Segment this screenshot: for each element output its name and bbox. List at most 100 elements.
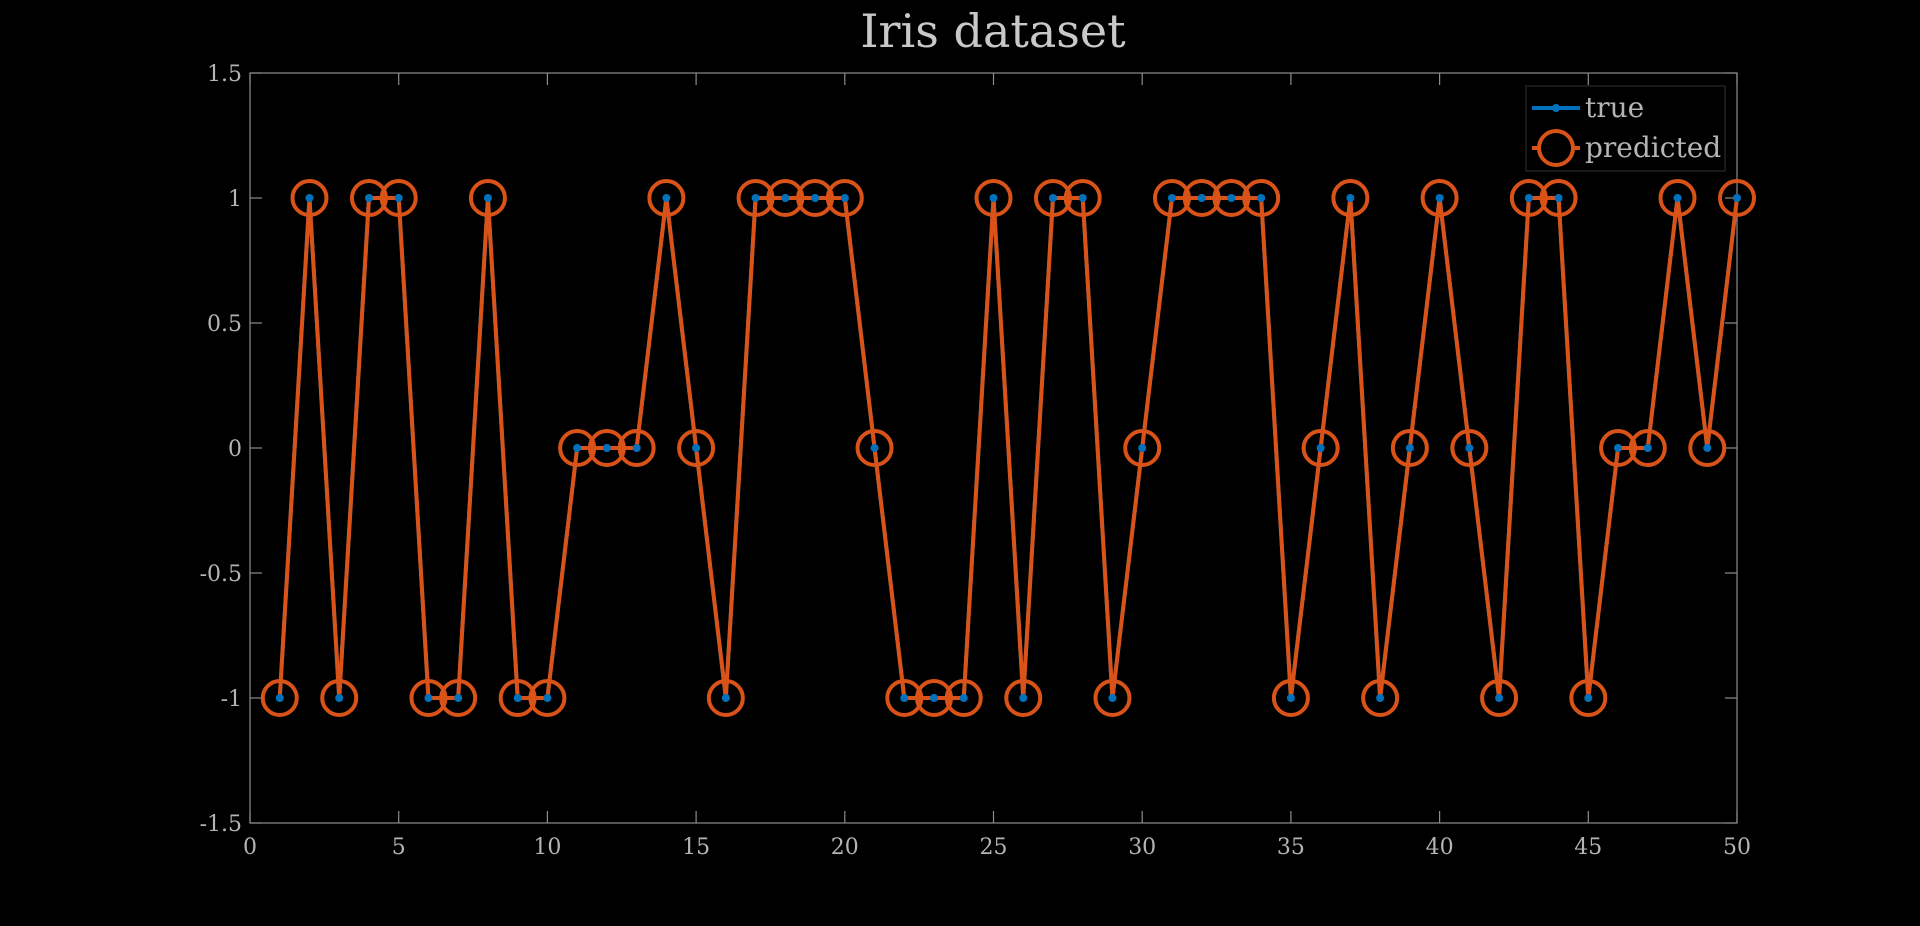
predicted-point <box>528 679 567 717</box>
true-point <box>602 444 611 452</box>
true-point <box>959 694 968 702</box>
predicted-point <box>1331 179 1370 217</box>
true-point <box>870 444 879 452</box>
predicted-point <box>1033 179 1072 217</box>
true-point <box>1346 194 1355 202</box>
x-tick-label: 35 <box>1277 835 1305 860</box>
predicted-point <box>736 179 775 217</box>
true-point <box>1614 444 1623 452</box>
true-point <box>1584 694 1593 702</box>
predicted-point <box>498 679 537 717</box>
legend-marker-true <box>1552 104 1560 112</box>
true-point <box>1227 194 1236 202</box>
predicted-point <box>1093 679 1132 717</box>
predicted-point <box>349 179 388 217</box>
predicted-point <box>1123 429 1162 467</box>
true-point <box>394 194 403 202</box>
predicted-point <box>1599 429 1638 467</box>
series-layer <box>260 179 1756 717</box>
true-point <box>1286 694 1295 702</box>
predicted-point <box>1361 679 1400 717</box>
true-point <box>1197 194 1206 202</box>
true-point <box>840 194 849 202</box>
x-tick-label: 10 <box>533 835 561 860</box>
true-point <box>751 194 760 202</box>
predicted-point <box>1509 179 1548 217</box>
predicted-point <box>290 179 329 217</box>
y-tick-label: -1 <box>221 687 242 712</box>
predicted-point <box>1450 429 1489 467</box>
true-point <box>1703 444 1712 452</box>
true-point <box>1673 194 1682 202</box>
true-point <box>275 694 284 702</box>
y-axis: -1.5 -1 -0.5 0 0.5 1 1.5 <box>200 62 1737 837</box>
true-point <box>1435 194 1444 202</box>
predicted-point <box>677 429 716 467</box>
predicted-point <box>1688 429 1727 467</box>
predicted-point <box>1420 179 1459 217</box>
y-tick-label: 1.5 <box>207 62 242 87</box>
true-point <box>454 694 463 702</box>
predicted-point <box>1301 429 1340 467</box>
x-tick-label: 15 <box>682 835 710 860</box>
predicted-point <box>706 679 745 717</box>
predicted-point <box>1212 179 1251 217</box>
predicted-point <box>1152 179 1191 217</box>
predicted-point <box>796 179 835 217</box>
true-point <box>364 194 373 202</box>
true-point <box>662 194 671 202</box>
predicted-point <box>1718 179 1756 217</box>
predicted-point <box>1242 179 1281 217</box>
y-tick-label: 0 <box>228 437 242 462</box>
true-point <box>1554 194 1563 202</box>
true-point <box>721 694 730 702</box>
predicted-point <box>409 679 448 717</box>
true-point <box>1108 694 1117 702</box>
true-point <box>1048 194 1057 202</box>
x-tick-label: 5 <box>392 835 406 860</box>
true-point <box>1465 444 1474 452</box>
legend-label-predicted: predicted <box>1585 131 1721 164</box>
x-tick-label: 45 <box>1574 835 1602 860</box>
true-point <box>930 694 939 702</box>
true-point <box>692 444 701 452</box>
x-tick-label: 50 <box>1723 835 1751 860</box>
true-point <box>1167 194 1176 202</box>
y-tick-label: 1 <box>228 187 242 212</box>
predicted-point <box>885 679 924 717</box>
predicted-point <box>944 679 983 717</box>
predicted-point <box>855 429 894 467</box>
chart-title: Iris dataset <box>860 4 1126 58</box>
true-point <box>335 694 344 702</box>
predicted-point <box>439 679 478 717</box>
predicted-point <box>1569 679 1608 717</box>
legend-label-true: true <box>1585 91 1644 124</box>
predicted-point <box>558 429 597 467</box>
predicted-point <box>915 679 954 717</box>
predicted-point <box>379 179 418 217</box>
y-tick-label: -1.5 <box>200 812 242 837</box>
true-point <box>513 694 522 702</box>
series-line-predicted <box>277 196 1739 700</box>
predicted-point <box>1658 179 1697 217</box>
predicted-point <box>468 179 507 217</box>
true-point <box>1495 694 1504 702</box>
true-point <box>305 194 314 202</box>
x-tick-label: 20 <box>831 835 859 860</box>
predicted-point <box>587 429 626 467</box>
true-point <box>483 194 492 202</box>
x-tick-label: 0 <box>243 835 257 860</box>
true-point <box>1733 194 1741 202</box>
predicted-point <box>320 679 359 717</box>
x-tick-label: 25 <box>980 835 1008 860</box>
true-point <box>1316 444 1325 452</box>
predicted-point <box>974 179 1013 217</box>
true-point <box>1257 194 1266 202</box>
predicted-point <box>260 679 299 717</box>
predicted-point <box>1480 679 1519 717</box>
predicted-point <box>825 179 864 217</box>
predicted-point <box>1539 179 1578 217</box>
predicted-point <box>1063 179 1102 217</box>
predicted-point <box>1182 179 1221 217</box>
